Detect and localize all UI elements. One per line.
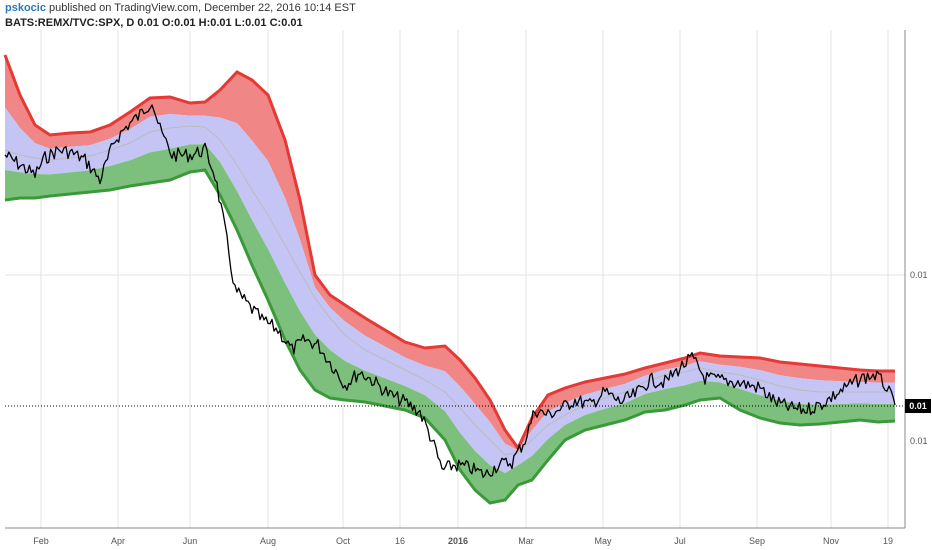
x-tick-label: Aug — [260, 536, 276, 546]
lower-band-line — [4, 168, 896, 505]
x-tick-label: Mar — [518, 536, 534, 546]
open-value: 0.01 — [174, 17, 196, 29]
y-tick-label: 0.01 — [910, 436, 928, 446]
x-tick-label: Sep — [749, 536, 765, 546]
last-price-tag — [905, 399, 931, 413]
low-label: L: — [234, 17, 246, 29]
bands — [3, 54, 896, 505]
grid-lines — [5, 30, 905, 528]
low-value: 0.01 — [245, 17, 267, 29]
x-tick-label: 2016 — [448, 536, 468, 546]
close-value: 0.01 — [281, 17, 303, 29]
upper-band-fill — [5, 55, 895, 451]
high-value: 0.01 — [210, 17, 232, 29]
x-tick-label: Feb — [33, 536, 49, 546]
close-label: C: — [269, 17, 282, 29]
open-label: O: — [161, 17, 175, 29]
price-line — [4, 104, 896, 479]
lower-band-fill — [5, 144, 895, 503]
symbol-name: BATS:REMX/TVC:SPX, D — [5, 17, 135, 29]
x-tick-label: Jun — [183, 536, 198, 546]
y-axis: 0.01 0.01 — [910, 270, 928, 446]
x-tick-label: 16 — [395, 536, 405, 546]
y-tick-label: 0.01 — [910, 270, 928, 280]
x-tick-label: Apr — [111, 536, 125, 546]
x-axis: Feb Apr Jun Aug Oct 16 2016 Mar May Jul Sep Nov 19 — [33, 536, 893, 546]
author-link[interactable]: pskocic — [5, 2, 46, 14]
high-label: H: — [198, 17, 211, 29]
last-value: 0.01 — [137, 17, 159, 29]
x-tick-label: May — [594, 536, 612, 546]
publish-info: pskocic published on TradingView.com, De… — [5, 2, 356, 14]
middle-band-fill — [5, 107, 895, 473]
x-tick-label: 19 — [883, 536, 893, 546]
upper-band-line — [3, 54, 895, 451]
x-tick-label: Nov — [823, 536, 840, 546]
last-price-label: 0.01 — [909, 401, 927, 411]
published-text: published on TradingView.com, December 2… — [49, 2, 356, 14]
x-tick-label: Jul — [674, 536, 686, 546]
x-tick-label: Oct — [336, 536, 351, 546]
basis-line — [4, 125, 895, 456]
symbol-info: BATS:REMX/TVC:SPX, D 0.01 O:0.01 H:0.01 … — [5, 17, 303, 29]
